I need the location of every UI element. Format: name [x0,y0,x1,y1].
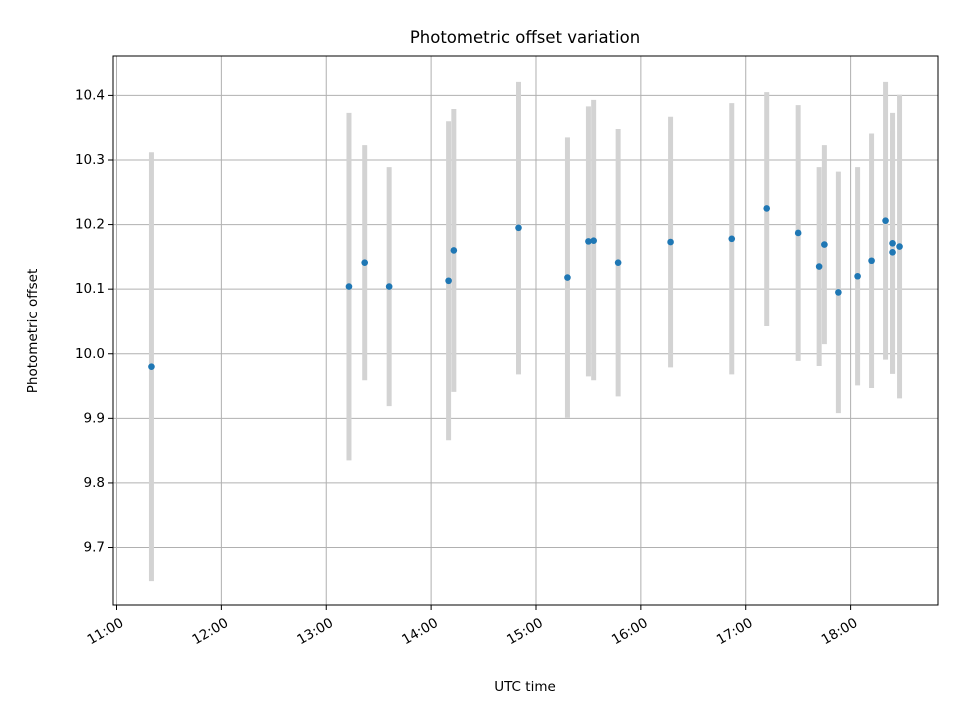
y-tick-label: 9.8 [84,475,105,491]
y-tick-label: 10.1 [75,281,105,297]
data-point [445,277,452,285]
data-point [889,249,896,256]
data-point [889,240,896,247]
y-tick-label: 9.7 [84,540,105,556]
y-tick-label: 10.3 [75,152,105,168]
data-point [345,283,353,290]
y-tick-label: 10.2 [75,217,105,233]
x-axis-label: UTC time [494,679,556,695]
y-tick-label: 10.0 [75,346,105,362]
data-point [585,238,592,245]
data-point [667,238,674,246]
plot-area-background [113,56,938,605]
data-point [728,235,736,243]
data-point [835,289,842,296]
data-point [590,237,597,245]
data-point [882,217,889,224]
data-point [763,205,771,212]
data-point [450,247,458,254]
data-point [515,224,522,232]
plot-frame [112,55,939,606]
data-point [148,363,155,370]
y-axis-ticks: 9.7 9.8 9.9 10.0 10.1 10.2 10.3 10.4 [75,87,113,556]
data-point [868,257,875,265]
data-point [815,263,823,270]
chart-title: Photometric offset variation [410,28,640,47]
data-point [361,259,368,266]
data-point [564,274,571,281]
data-point [794,229,802,237]
y-tick-label: 10.4 [75,87,105,103]
data-point [896,243,903,250]
data-point [385,283,393,290]
data-point [821,241,828,248]
data-point [854,272,861,280]
y-tick-label: 9.9 [84,410,105,426]
data-point [614,259,622,266]
grid-lines [113,56,938,605]
data-points [148,205,903,370]
y-axis-label: Photometric offset [25,269,41,393]
